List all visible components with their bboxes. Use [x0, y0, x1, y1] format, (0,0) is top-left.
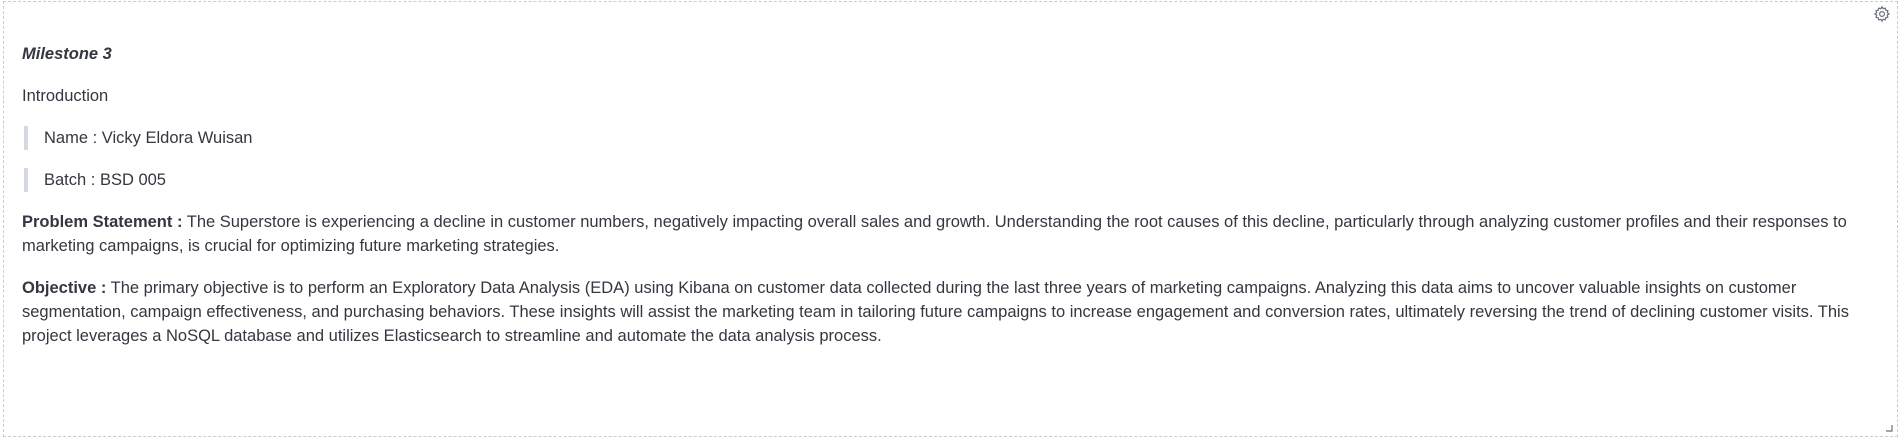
problem-statement-text: The Superstore is experiencing a decline… — [22, 213, 1847, 255]
gear-icon[interactable] — [1873, 5, 1891, 23]
objective-label: Objective : — [22, 279, 107, 297]
markdown-panel: Milestone 3 Introduction Name : Vicky El… — [3, 1, 1898, 437]
problem-statement-label: Problem Statement : — [22, 213, 183, 231]
resize-handle-icon[interactable] — [1885, 424, 1893, 432]
objective-paragraph: Objective : The primary objective is to … — [22, 276, 1877, 348]
problem-statement-paragraph: Problem Statement : The Superstore is ex… — [22, 210, 1877, 258]
name-blockquote: Name : Vicky Eldora Wuisan — [24, 126, 1877, 150]
introduction-heading: Introduction — [22, 87, 109, 105]
batch-blockquote: Batch : BSD 005 — [24, 168, 1877, 192]
milestone-title: Milestone 3 — [22, 45, 112, 63]
markdown-content: Milestone 3 Introduction Name : Vicky El… — [22, 32, 1877, 366]
objective-text: The primary objective is to perform an E… — [22, 279, 1849, 345]
